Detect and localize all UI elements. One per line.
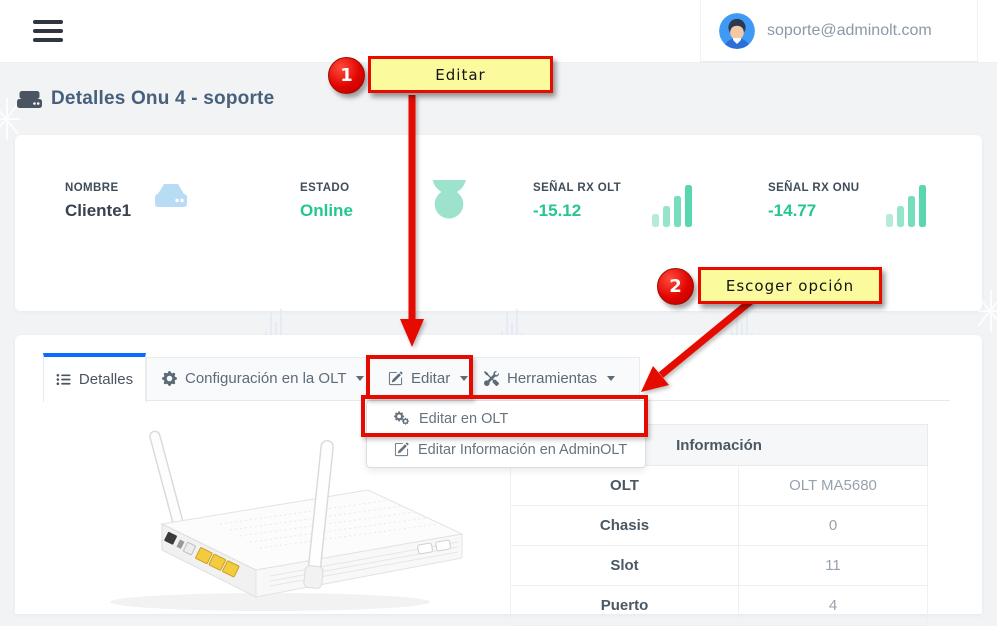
stat-senal-rx-onu: SEÑAL RX ONU -14.77 (768, 182, 860, 220)
user-email: soporte@adminolt.com (767, 22, 932, 39)
stat-nombre-value: Cliente1 (65, 201, 132, 220)
stat-senal-rx-olt-value: -15.12 (533, 201, 582, 220)
step-1-badge: 1 (328, 57, 365, 94)
tab-detalles-label: Detalles (78, 371, 134, 388)
stat-estado: ESTADO Online (300, 182, 353, 220)
gear-icon (162, 371, 177, 386)
signal-bars-icon (652, 185, 692, 227)
list-icon (56, 373, 71, 386)
hamburger-menu-icon[interactable] (33, 20, 63, 43)
onu-router-image (110, 430, 464, 611)
tools-icon (484, 371, 499, 386)
tab-editar[interactable]: Editar (388, 357, 469, 400)
row-label: Slot (510, 545, 739, 586)
row-value: 4 (738, 585, 928, 626)
table-row: OLT OLT MA5680 (510, 465, 928, 506)
row-label: Chasis (510, 505, 739, 546)
table-row: Slot 11 (510, 545, 928, 586)
signal-bars-icon (886, 185, 926, 227)
row-value: OLT MA5680 (738, 465, 928, 506)
step-1-callout: Editar (368, 56, 553, 93)
row-value: 11 (738, 545, 928, 586)
power-icon (432, 180, 466, 219)
highlight-box-editar-tab (366, 355, 473, 399)
stat-senal-rx-olt: SEÑAL RX OLT -15.12 (533, 182, 622, 220)
tab-configuracion-olt[interactable]: Configuración en la OLT (162, 357, 365, 400)
stat-estado-value: Online (300, 201, 353, 220)
step-2-callout: Escoger opción (698, 267, 882, 304)
chevron-down-icon (460, 376, 469, 381)
page-title: Detalles Onu 4 - soporte (51, 88, 275, 109)
decor-starburst (0, 98, 20, 140)
onu-box-icon (155, 184, 187, 207)
tab-herramientas-label: Herramientas (507, 370, 598, 387)
menu-item-editar-informacion[interactable]: Editar Información en AdminOLT (367, 434, 645, 465)
table-row: Chasis 0 (510, 505, 928, 546)
stat-senal-rx-onu-value: -14.77 (768, 201, 817, 220)
table-row: Puerto 4 (510, 585, 928, 626)
top-navbar: soporte@adminolt.com (0, 0, 997, 63)
user-avatar (719, 13, 755, 49)
menu-item-editar-en-olt[interactable]: Editar en OLT (367, 403, 645, 434)
breadcrumb: Detalles Onu 4 - soporte (17, 88, 274, 110)
row-label: OLT (510, 465, 739, 506)
chevron-down-icon (356, 376, 365, 381)
pencil-square-icon (394, 442, 409, 457)
user-menu[interactable]: soporte@adminolt.com (700, 0, 978, 62)
highlight-box-editar-en-olt (361, 395, 648, 437)
tab-configuracion-label: Configuración en la OLT (185, 370, 347, 387)
step-2-badge: 2 (657, 268, 694, 305)
row-label: Puerto (510, 585, 739, 626)
chevron-down-icon (607, 376, 616, 381)
tab-strip (146, 357, 640, 400)
tab-editar-label: Editar (411, 370, 451, 387)
row-value: 0 (738, 505, 928, 546)
stat-nombre: NOMBRE Cliente1 (65, 182, 132, 220)
menu-item-label: Editar Información en AdminOLT (418, 441, 628, 458)
decor-starburst (978, 290, 997, 332)
tab-detalles[interactable]: Detalles (43, 353, 146, 402)
onu-device-icon (17, 90, 42, 108)
tab-herramientas[interactable]: Herramientas (484, 357, 616, 400)
menu-item-label: Editar en OLT (419, 410, 509, 427)
